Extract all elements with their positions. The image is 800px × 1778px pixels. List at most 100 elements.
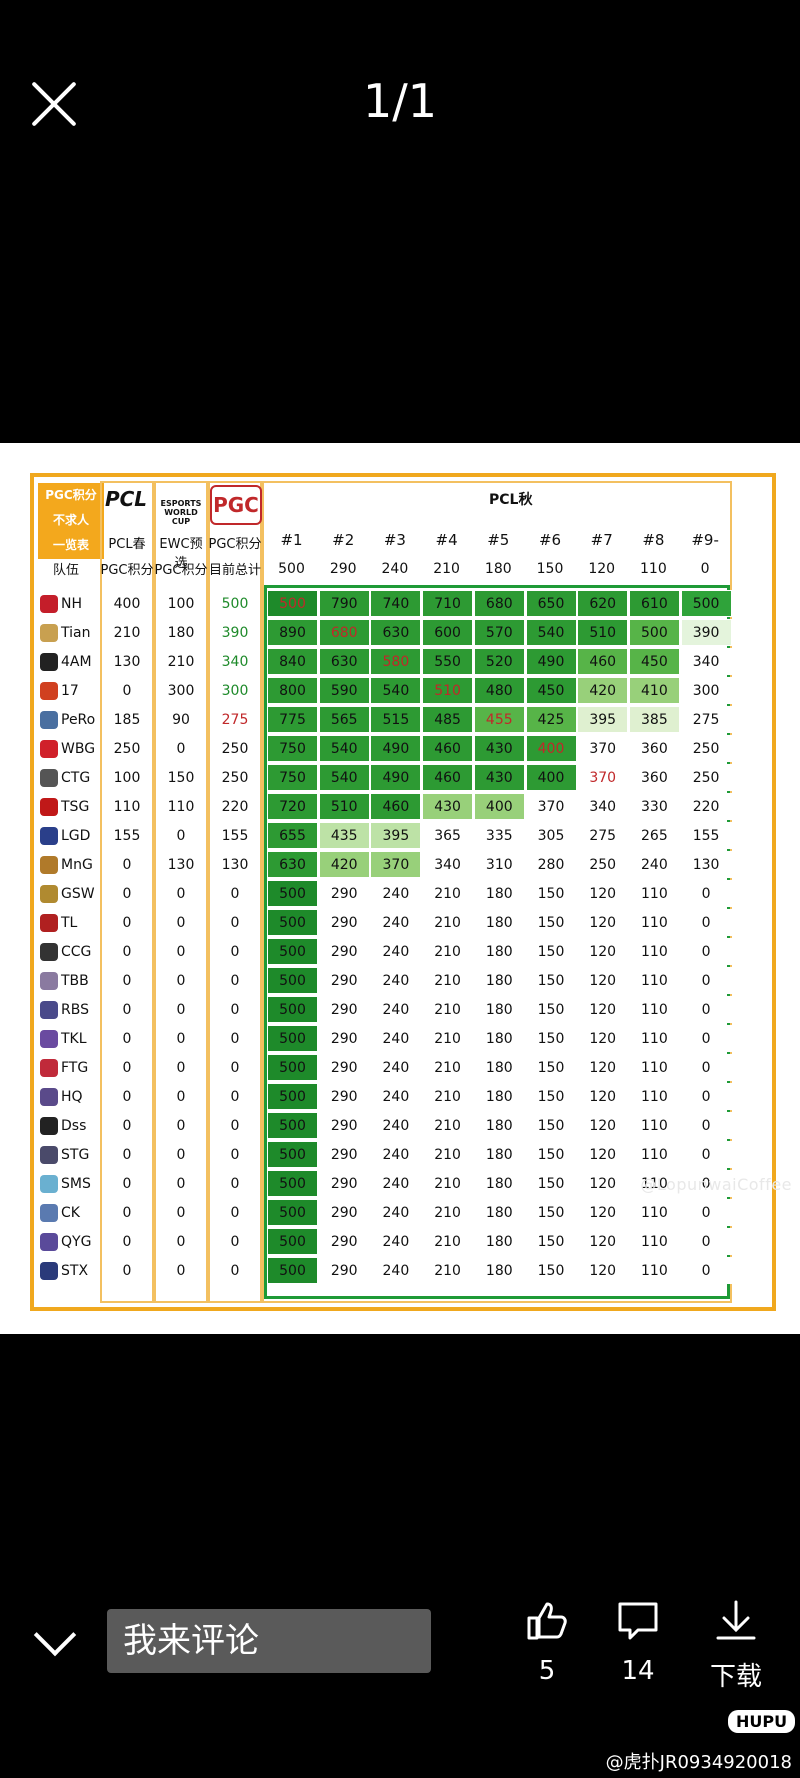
pcl-spring-points: 0	[122, 1176, 132, 1192]
team-logo-icon	[40, 827, 58, 845]
placement-cell: 150	[525, 1112, 577, 1139]
placement-cell: 120	[577, 1141, 629, 1168]
team-name: MnG	[40, 851, 102, 879]
team-label: CCG	[61, 944, 92, 960]
place-header: #3	[383, 531, 406, 549]
ewc-points: 180	[167, 625, 195, 641]
comment-input[interactable]: 我来评论	[107, 1609, 431, 1673]
placement-cell: 0	[680, 1083, 732, 1110]
placement-cell: 240	[370, 996, 422, 1023]
team-name: TKL	[40, 1025, 102, 1053]
team-label: CTG	[61, 770, 91, 786]
placement-cell: 110	[628, 1083, 680, 1110]
placement-cell: 180	[473, 938, 525, 965]
team-logo-icon	[40, 798, 58, 816]
comment-button[interactable]: 14	[603, 1600, 673, 1686]
placement-cell: 110	[628, 1112, 680, 1139]
placement-cell: 360	[628, 764, 680, 791]
placement-cell: 120	[577, 1112, 629, 1139]
ewc-points: 130	[167, 857, 195, 873]
pgc-total-points: 0	[230, 1118, 240, 1134]
team-name: PeRo	[40, 706, 102, 734]
placement-cell: 150	[525, 1054, 577, 1081]
like-button[interactable]: 5	[512, 1600, 582, 1686]
pcl-spring-points: 0	[122, 944, 132, 960]
pcl-spring-points: 0	[122, 973, 132, 989]
place-header: #5	[487, 531, 510, 549]
team-label: SMS	[61, 1176, 91, 1192]
place-points: 500	[278, 561, 305, 577]
placement-cell: 110	[628, 1199, 680, 1226]
placement-cell: 210	[422, 1025, 474, 1052]
placement-cell: 500	[267, 1228, 318, 1255]
pgc-total-points: 0	[230, 1031, 240, 1047]
pcl-spring-points: 0	[122, 1089, 132, 1105]
column-box	[208, 481, 262, 1303]
team-logo-icon	[40, 914, 58, 932]
pcl-spring-points: 0	[122, 1234, 132, 1250]
placement-cell: 210	[422, 1054, 474, 1081]
placement-cell: 740	[370, 590, 422, 617]
placement-cell: 460	[370, 793, 422, 820]
placement-cell: 480	[473, 677, 525, 704]
placement-cell: 120	[577, 1054, 629, 1081]
placement-cell: 0	[680, 1054, 732, 1081]
team-label: TBB	[61, 973, 89, 989]
ewc-points: 0	[176, 1002, 186, 1018]
placement-cell: 500	[267, 1141, 318, 1168]
team-logo-icon	[40, 943, 58, 961]
pgc-total-points: 390	[221, 625, 249, 641]
placement-cell: 390	[680, 619, 732, 646]
pgc-total-header: PGC积分	[208, 537, 262, 552]
pgc-total-points: 220	[221, 799, 249, 815]
placement-cell: 485	[422, 706, 474, 733]
place-points: 150	[536, 561, 564, 577]
placement-cell: 220	[680, 793, 732, 820]
team-logo-icon	[40, 1088, 58, 1106]
placement-cell: 240	[370, 1257, 422, 1284]
comment-count: 14	[621, 1656, 655, 1686]
placement-cell: 500	[267, 967, 318, 994]
placement-cell: 210	[422, 1170, 474, 1197]
placement-cell: 110	[628, 1025, 680, 1052]
placement-cell: 430	[422, 793, 474, 820]
placement-cell: 290	[318, 1054, 370, 1081]
placement-cell: 240	[370, 1054, 422, 1081]
pgc-total-points: 155	[221, 828, 249, 844]
download-button[interactable]: 下载	[701, 1600, 771, 1693]
ewc-points: 0	[176, 828, 186, 844]
title-line: PGC积分	[45, 488, 97, 502]
placement-cell: 180	[473, 1083, 525, 1110]
placement-cell: 110	[628, 967, 680, 994]
placement-cell: 120	[577, 1025, 629, 1052]
placement-cell: 340	[422, 851, 474, 878]
placement-cell: 150	[525, 1199, 577, 1226]
placement-cell: 210	[422, 909, 474, 936]
team-name: 4AM	[40, 648, 102, 676]
placement-cell: 540	[370, 677, 422, 704]
placement-cell: 490	[370, 764, 422, 791]
title-line: 一览表	[52, 538, 89, 552]
team-name: Dss	[40, 1112, 102, 1140]
image-content[interactable]: PGC积分 不求人 一览表 PCL ESPORTS WORLD CUP PGC PCL…	[0, 443, 800, 1334]
placement-cell: 240	[370, 1170, 422, 1197]
placement-cell: 250	[577, 851, 629, 878]
placement-cell: 210	[422, 967, 474, 994]
viewer-topbar: 1/1	[0, 0, 800, 210]
placement-cell: 630	[370, 619, 422, 646]
team-logo-icon	[40, 1204, 58, 1222]
pgc-total-points: 0	[230, 1205, 240, 1221]
ewc-points: 210	[167, 654, 195, 670]
placement-cell: 290	[318, 1141, 370, 1168]
team-label: GSW	[61, 886, 95, 902]
team-logo-icon	[40, 1117, 58, 1135]
ewc-points: 0	[176, 1234, 186, 1250]
place-header: #6	[538, 531, 562, 549]
placement-cell: 210	[422, 996, 474, 1023]
team-name: NH	[40, 590, 102, 618]
comment-icon	[618, 1602, 658, 1640]
team-logo-icon	[40, 769, 58, 787]
placement-cell: 150	[525, 1141, 577, 1168]
placement-cell: 120	[577, 880, 629, 907]
placement-cell: 510	[577, 619, 629, 646]
